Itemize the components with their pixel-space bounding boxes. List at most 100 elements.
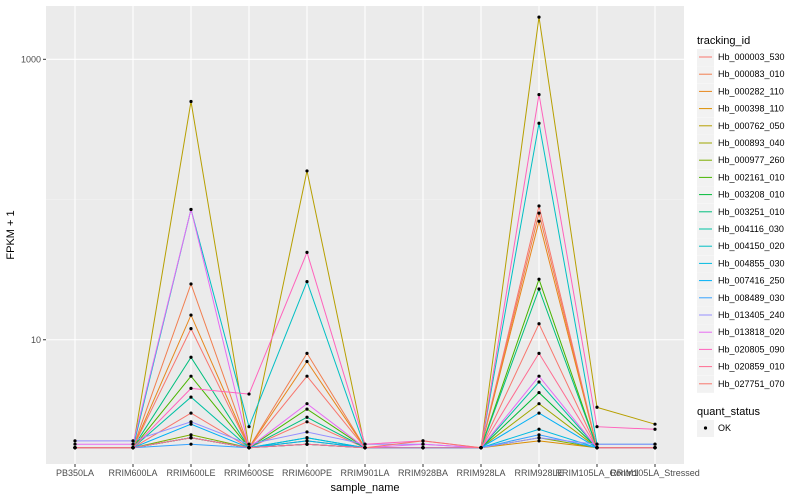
legend-label: Hb_013818_020 [718, 327, 785, 337]
data-point [305, 402, 309, 406]
data-point [247, 442, 251, 446]
data-point [305, 407, 309, 411]
data-point [305, 442, 309, 446]
data-point [247, 425, 251, 429]
data-point [537, 204, 541, 208]
data-point [595, 405, 599, 409]
data-point [537, 219, 541, 223]
data-point [305, 250, 309, 254]
x-tick-label: RRIM928LE [514, 468, 563, 478]
x-axis-title: sample_name [330, 482, 399, 494]
data-point [595, 442, 599, 446]
x-tick-label: RRIM600LE [166, 468, 215, 478]
legend-items: Hb_000003_530 Hb_000083_010 Hb_000282_110 H… [697, 49, 785, 393]
data-point [537, 277, 541, 281]
legend-label: Hb_003208_010 [718, 190, 785, 200]
legend-label: Hb_027751_070 [718, 379, 785, 389]
data-point [305, 169, 309, 173]
y-axis-ticks: 10 1000 [21, 54, 46, 345]
x-tick-label: PB350LA [56, 468, 94, 478]
data-point [305, 420, 309, 424]
data-point [189, 386, 193, 390]
data-point [653, 427, 657, 431]
data-point [363, 446, 367, 450]
data-point [537, 427, 541, 431]
legend-label: Hb_004116_030 [718, 224, 784, 234]
data-point [421, 442, 425, 446]
data-point [189, 355, 193, 359]
data-point [363, 442, 367, 446]
data-point [595, 425, 599, 429]
data-point [189, 313, 193, 317]
quant-status-legend-title: quant_status [697, 406, 760, 418]
data-point [421, 446, 425, 450]
legend-label: Hb_013405_240 [718, 310, 785, 320]
legend-title: tracking_id [697, 35, 750, 47]
x-tick-label: RRIM600SE [224, 468, 274, 478]
data-point [189, 420, 193, 424]
data-point [189, 436, 193, 440]
quant-status-legend-items: OK [697, 420, 731, 437]
data-point [305, 374, 309, 378]
data-point [305, 430, 309, 434]
data-points [73, 15, 657, 450]
legend-label: Hb_008489_030 [718, 293, 785, 303]
x-tick-label: RRIM928LA [456, 468, 505, 478]
data-point [537, 374, 541, 378]
x-tick-label: RRIM600LA [108, 468, 157, 478]
x-tick-label: RRIM105LA_Stressed [610, 468, 700, 478]
legend-label: Hb_000003_530 [718, 52, 785, 62]
data-point [305, 436, 309, 440]
data-point [537, 211, 541, 215]
data-point [421, 439, 425, 443]
quant-status-key-OK [703, 426, 708, 430]
data-point [189, 395, 193, 399]
x-axis-ticks: PB350LA RRIM600LA RRIM600LE RRIM600SE RRIM60… [56, 464, 700, 478]
data-point [537, 402, 541, 406]
quant-status-label: OK [718, 423, 731, 433]
data-point [305, 279, 309, 284]
data-point [73, 439, 77, 443]
legend-label: Hb_000083_010 [718, 69, 785, 79]
data-point [537, 411, 541, 415]
data-point [595, 446, 599, 450]
data-point [189, 374, 193, 378]
data-point [537, 351, 541, 355]
data-point [189, 99, 193, 104]
data-point [537, 93, 541, 97]
data-point [537, 439, 541, 443]
data-point [73, 446, 77, 450]
data-point [189, 411, 193, 415]
y-axis-title: FPKM + 1 [5, 210, 17, 259]
data-point [479, 446, 483, 450]
legend-label: Hb_000282_110 [718, 86, 784, 96]
data-point [305, 439, 309, 443]
legend-label: Hb_004855_030 [718, 258, 785, 268]
data-point [537, 287, 541, 291]
legend-label: Hb_020805_090 [718, 344, 785, 354]
data-point [537, 390, 541, 395]
data-point [537, 121, 541, 125]
data-point [247, 392, 251, 396]
data-point [131, 442, 135, 446]
data-point [305, 359, 309, 364]
y-tick-label: 10 [31, 335, 41, 345]
legend-label: Hb_002161_010 [718, 172, 785, 182]
data-point [189, 282, 193, 286]
legend-label: Hb_003251_010 [718, 207, 785, 217]
data-point [189, 327, 193, 331]
data-point [537, 322, 541, 326]
data-point [189, 433, 193, 437]
data-point [537, 380, 541, 384]
legend-label: Hb_020859_010 [718, 362, 785, 372]
x-tick-label: RRIM928BA [398, 468, 448, 478]
legend-label: Hb_007416_250 [718, 276, 785, 286]
legend-label: Hb_000762_050 [718, 121, 785, 131]
data-point [305, 415, 309, 419]
data-point [653, 422, 657, 426]
data-point [537, 15, 541, 19]
data-point [189, 422, 193, 426]
data-point [247, 446, 251, 450]
data-point [131, 439, 135, 443]
